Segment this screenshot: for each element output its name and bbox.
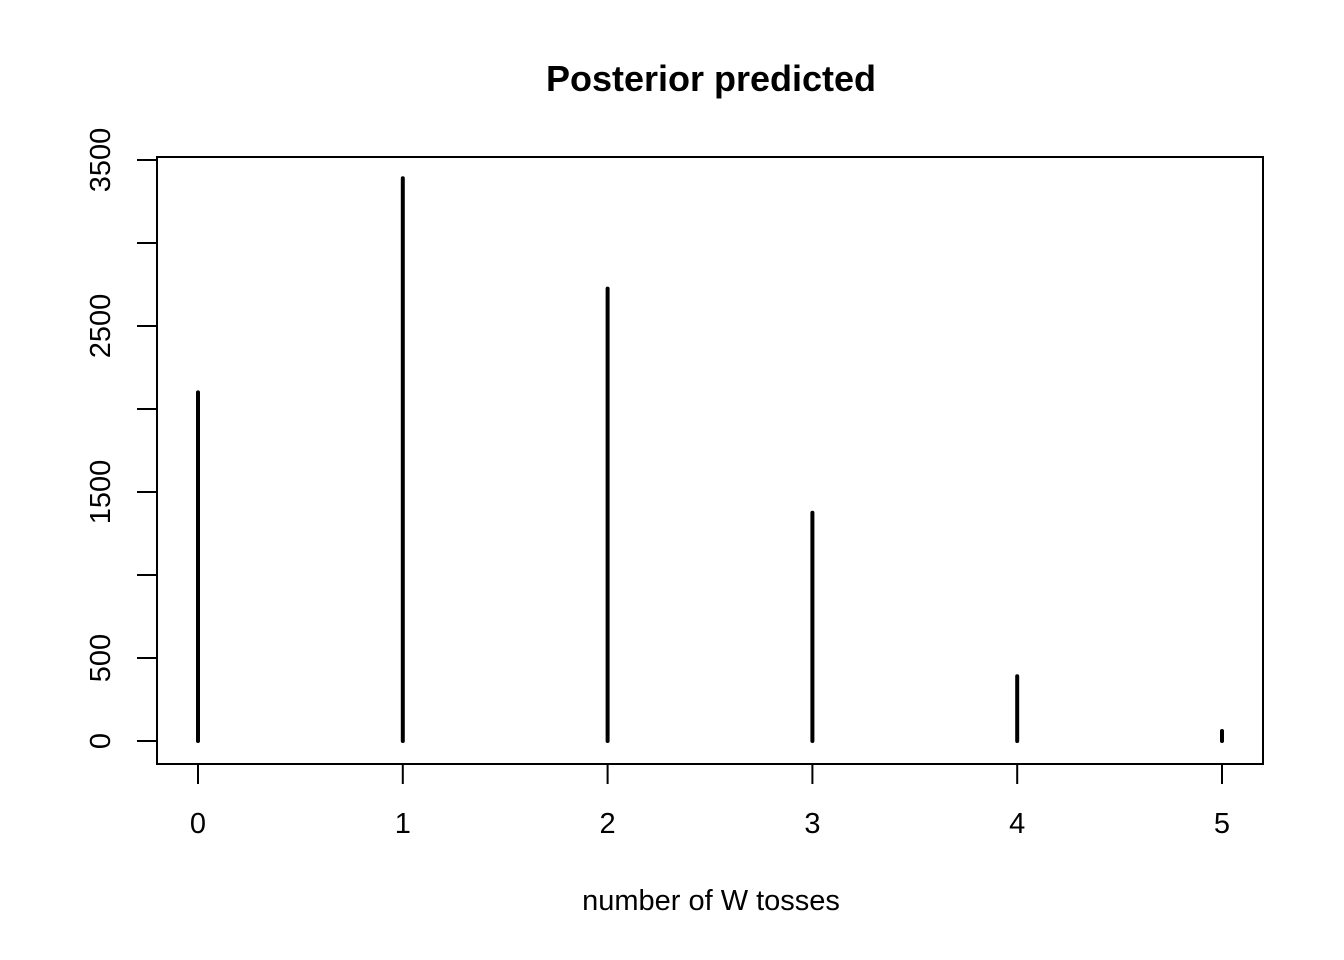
x-tick-label-5: 5 <box>1214 808 1230 840</box>
chart-title: Posterior predicted <box>546 58 876 99</box>
y-tick-label-0: 0 <box>85 733 117 749</box>
x-axis-label: number of W tosses <box>582 885 840 917</box>
x-tick-label-4: 4 <box>1009 808 1025 840</box>
bars <box>196 176 1224 743</box>
x-tick-label-2: 2 <box>600 808 616 840</box>
x-tick-label-3: 3 <box>804 808 820 840</box>
plot-frame <box>156 156 1264 765</box>
y-tick-label-500: 500 <box>85 634 117 682</box>
y-tick-label-2500: 2500 <box>85 294 117 359</box>
x-tick-label-1: 1 <box>395 808 411 840</box>
y-tick-label-1500: 1500 <box>85 460 117 525</box>
x-tick-label-0: 0 <box>190 808 206 840</box>
x-axis: 0 1 2 3 4 5 <box>190 764 1230 840</box>
y-axis: 0 500 1500 2500 3500 <box>85 128 157 749</box>
y-tick-label-3500: 3500 <box>85 128 117 193</box>
